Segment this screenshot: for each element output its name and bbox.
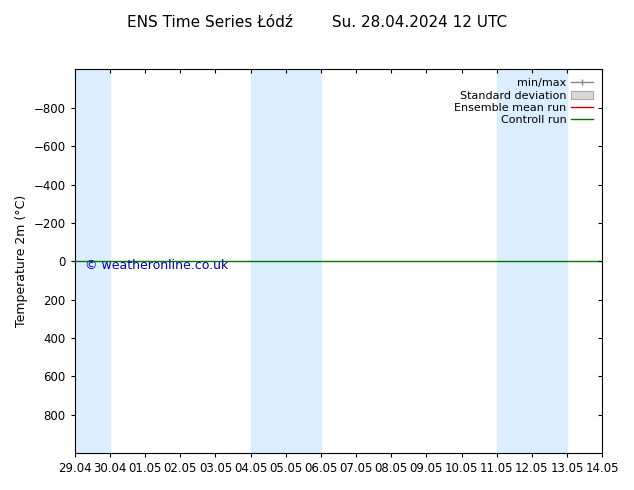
Bar bbox=[250, 70, 321, 453]
Bar bbox=[75, 70, 110, 453]
Bar bbox=[497, 70, 567, 453]
Legend: min/max, Standard deviation, Ensemble mean run, Controll run: min/max, Standard deviation, Ensemble me… bbox=[451, 75, 597, 128]
Y-axis label: Temperature 2m (°C): Temperature 2m (°C) bbox=[15, 195, 28, 327]
Text: ENS Time Series Łódź        Su. 28.04.2024 12 UTC: ENS Time Series Łódź Su. 28.04.2024 12 U… bbox=[127, 15, 507, 30]
Text: © weatheronline.co.uk: © weatheronline.co.uk bbox=[85, 259, 228, 272]
